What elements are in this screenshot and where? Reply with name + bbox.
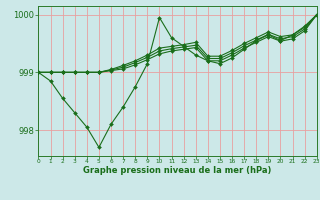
X-axis label: Graphe pression niveau de la mer (hPa): Graphe pression niveau de la mer (hPa) xyxy=(84,166,272,175)
